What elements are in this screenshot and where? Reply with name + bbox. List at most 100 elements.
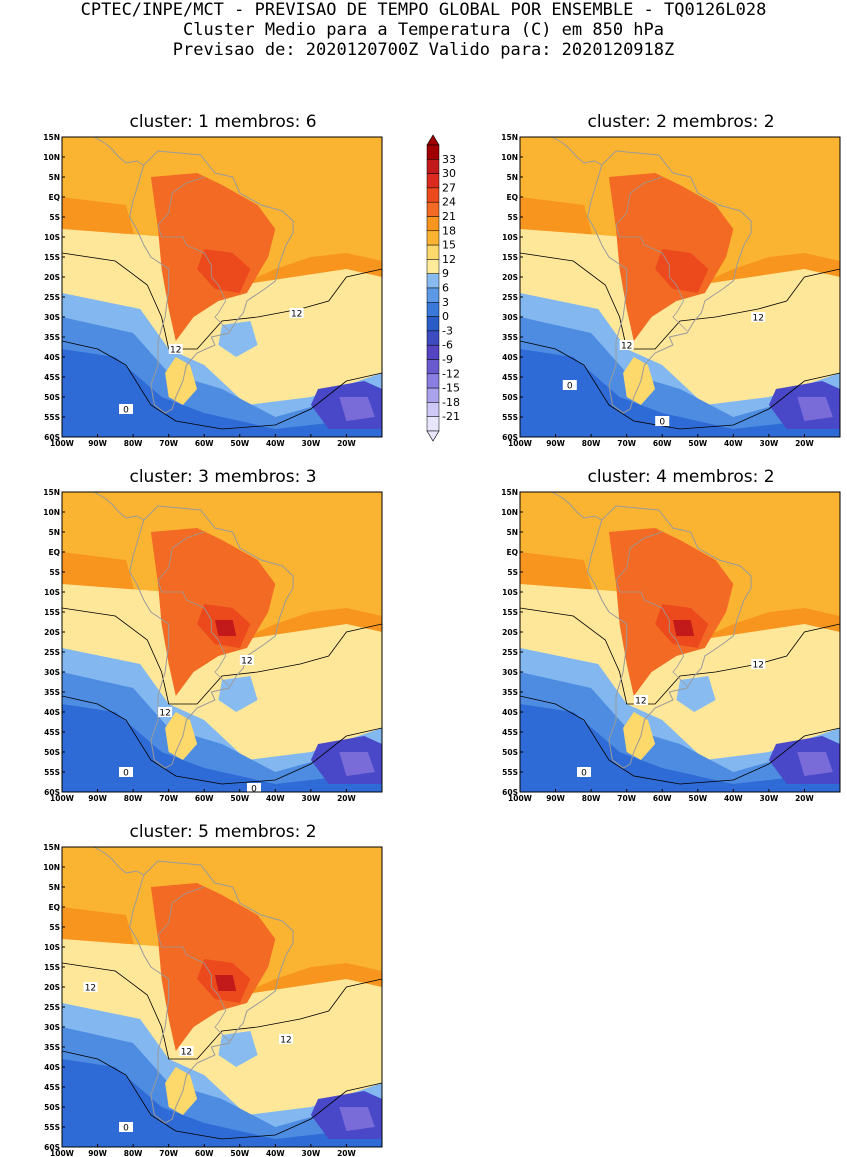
contour-label: 12 (635, 697, 646, 707)
lat-label: 40S (44, 353, 60, 362)
legend-swatch (426, 173, 440, 189)
lat-label: 25S (44, 1003, 60, 1012)
legend-swatch (426, 259, 440, 274)
contour-label-bg (83, 982, 98, 992)
map-field (62, 137, 382, 437)
lon-label: 80W (582, 794, 601, 803)
lat-label: 15S (502, 608, 518, 617)
temperature-band-6 (339, 397, 375, 421)
contour-label: 12 (181, 1048, 192, 1058)
map-frame (61, 136, 383, 438)
lat-label: 5S (49, 213, 60, 222)
temperature-band-core (672, 620, 695, 636)
lon-label: 90W (88, 794, 107, 803)
lat-label: 5S (507, 568, 518, 577)
map-field (62, 847, 382, 1147)
lat-label: 5S (49, 923, 60, 932)
lat-label: 5N (49, 173, 61, 182)
panel-map-3: 12 12 0 0 15N 10N 5N EQ 5S 10S 15S 20S 25S 30S 35S 40S 4… (43, 488, 383, 803)
panel-map-1: 12 12 0 15N 10N 5N EQ 5S 10S 15S 20S 25S 30S 35S 40S 45… (43, 133, 383, 448)
contour-label-bg (247, 783, 261, 793)
panel-map-2: 12 12 0 0 15N 10N 5N EQ 5S 10S 15S 20S 25S 30S 35S 40S 4… (501, 133, 841, 448)
legend-swatch (426, 387, 440, 403)
map-field (62, 492, 382, 792)
lat-label: EQ (507, 193, 519, 202)
temperature-band-6 (339, 752, 375, 776)
legend-label: -21 (442, 410, 460, 423)
lat-label: 35S (502, 688, 518, 697)
contour-label-bg (279, 1034, 293, 1044)
contour-label: 12 (170, 346, 181, 356)
legend-swatch (426, 316, 440, 332)
map-field (520, 137, 840, 437)
lon-label: 50W (688, 794, 707, 803)
lat-label: 40S (44, 1063, 60, 1072)
contour-label: 0 (567, 382, 573, 392)
contour-label: 0 (123, 769, 129, 779)
lon-label: 30W (760, 439, 779, 448)
lon-label: 70W (159, 1149, 178, 1157)
lat-label: 25S (44, 648, 60, 657)
lat-label: 45S (44, 1083, 60, 1092)
legend-label: 33 (442, 153, 456, 166)
contour-12 (519, 607, 841, 705)
lon-label: 100W (508, 794, 533, 803)
lat-label: 30S (502, 313, 518, 322)
lon-label: 60W (195, 794, 214, 803)
contour-label-bg (158, 707, 173, 717)
coastline (129, 860, 294, 1124)
legend-label: 30 (442, 167, 456, 180)
contour-12 (61, 962, 383, 1060)
lat-label: 10N (43, 153, 60, 162)
legend-swatch (426, 144, 440, 160)
lat-label: 40S (502, 708, 518, 717)
contour-label-bg (562, 380, 577, 390)
map-field (520, 492, 840, 792)
lat-label: 35S (44, 333, 60, 342)
lat-label: 15S (502, 253, 518, 262)
legend-swatch (426, 230, 440, 246)
legend-label: 24 (442, 196, 456, 209)
coastline-central-america (551, 136, 603, 166)
contour-label-bg (655, 416, 670, 426)
lon-label: 30W (302, 1149, 321, 1157)
contour-label: 12 (752, 314, 763, 324)
lat-label: 10S (44, 943, 60, 952)
lat-label: 60S (44, 433, 60, 442)
legend-swatch (426, 216, 440, 232)
legend-swatch (426, 244, 440, 260)
lon-label: 100W (50, 1149, 75, 1157)
map-frame (61, 846, 383, 1148)
lon-label: 90W (546, 439, 565, 448)
legend-swatch (426, 159, 440, 174)
contour-0 (61, 340, 383, 430)
legend-label: 27 (442, 181, 456, 194)
lat-label: 5N (507, 173, 519, 182)
contour-label-bg (751, 312, 766, 322)
lon-label: 50W (230, 794, 249, 803)
lat-label: 60S (44, 788, 60, 797)
lat-label: 50S (502, 748, 518, 757)
lon-label: 50W (230, 439, 249, 448)
coastline-central-america (93, 136, 145, 166)
contour-label: 12 (241, 657, 252, 667)
legend-label: -18 (442, 396, 460, 409)
temperature-band-4 (62, 704, 382, 792)
lat-label: 25S (44, 293, 60, 302)
lat-label: 35S (44, 1043, 60, 1052)
temperature-band-core (214, 975, 237, 991)
legend-swatch (426, 359, 440, 375)
lat-label: 10S (502, 588, 518, 597)
lon-label: 80W (124, 439, 143, 448)
coastline-central-america (93, 491, 145, 521)
lon-label: 40W (266, 1149, 285, 1157)
map-frame (519, 136, 841, 438)
lon-label: 70W (159, 439, 178, 448)
header-line-1: CPTEC/INPE/MCT - PREVISAO DE TEMPO GLOBA… (80, 0, 767, 20)
contour-label: 12 (85, 984, 96, 994)
legend-swatch (426, 416, 440, 432)
temperature-band-patagonia (623, 357, 656, 405)
lat-label: 5S (507, 213, 518, 222)
lat-label: 60S (502, 788, 518, 797)
